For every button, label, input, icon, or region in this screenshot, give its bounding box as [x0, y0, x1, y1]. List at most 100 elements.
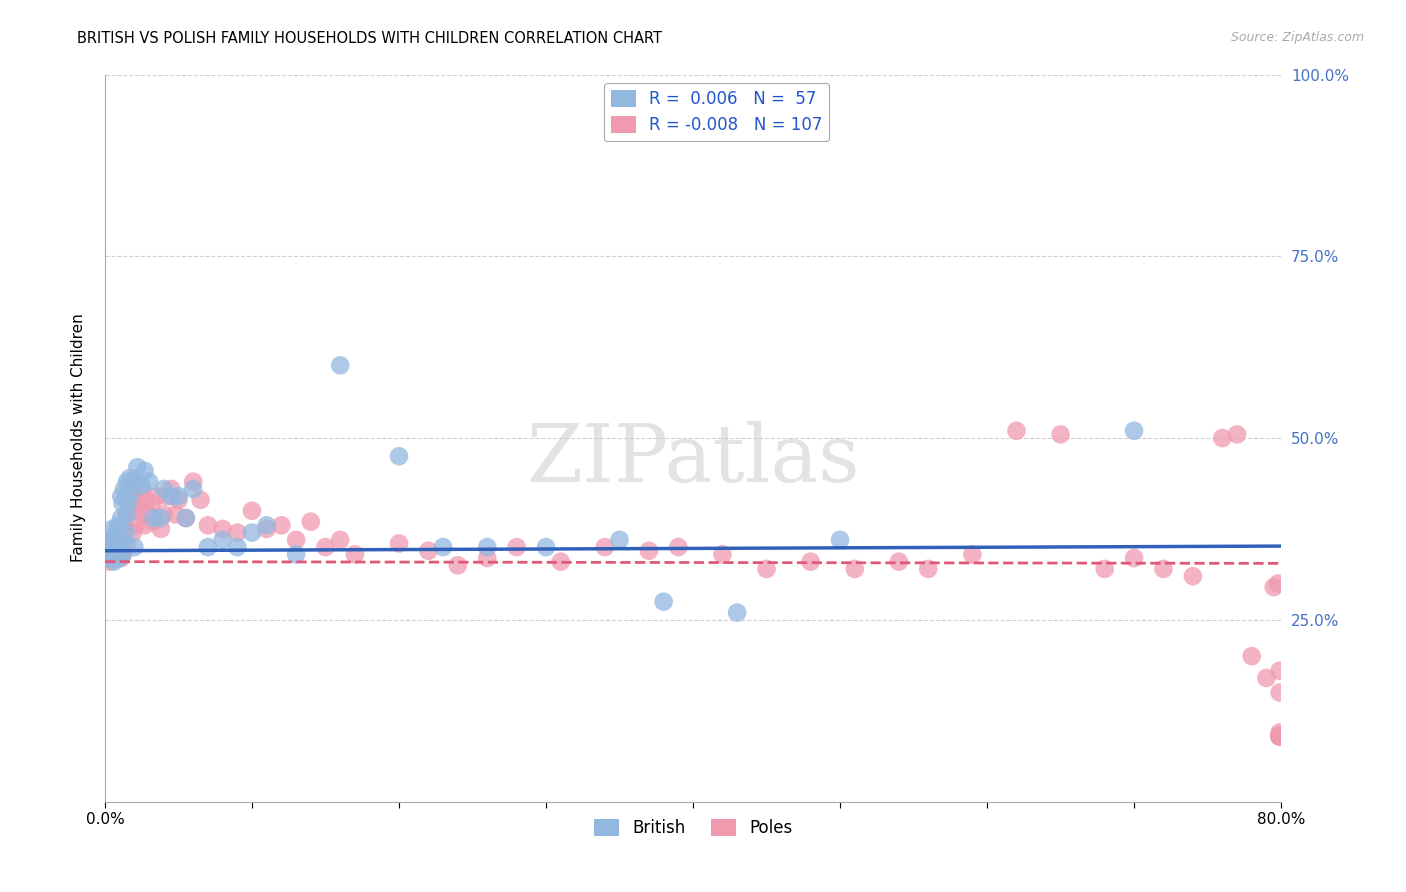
Point — [111, 496, 134, 510]
Point — [725, 606, 748, 620]
Point — [1263, 580, 1285, 594]
Point — [1268, 664, 1291, 678]
Point — [174, 511, 197, 525]
Point — [97, 551, 120, 566]
Point — [110, 489, 132, 503]
Y-axis label: Family Households with Children: Family Households with Children — [72, 314, 86, 563]
Point — [1094, 562, 1116, 576]
Text: ZIPatlas: ZIPatlas — [526, 421, 860, 499]
Point — [828, 533, 851, 547]
Point — [97, 547, 120, 561]
Point — [145, 489, 167, 503]
Point — [124, 540, 146, 554]
Point — [127, 496, 149, 510]
Point — [108, 533, 131, 547]
Point — [142, 515, 165, 529]
Point — [134, 464, 156, 478]
Point — [181, 482, 204, 496]
Point — [134, 518, 156, 533]
Point — [1268, 729, 1291, 743]
Point — [160, 489, 183, 503]
Point — [447, 558, 470, 573]
Point — [107, 551, 129, 566]
Point — [149, 522, 172, 536]
Point — [240, 525, 263, 540]
Point — [165, 508, 187, 522]
Point — [270, 518, 292, 533]
Point — [1005, 424, 1028, 438]
Point — [107, 518, 129, 533]
Point — [138, 475, 160, 489]
Point — [131, 482, 153, 496]
Point — [167, 489, 190, 503]
Point — [167, 492, 190, 507]
Point — [285, 547, 308, 561]
Point — [103, 540, 125, 554]
Point — [98, 536, 121, 550]
Point — [1268, 729, 1291, 743]
Point — [197, 518, 219, 533]
Point — [115, 508, 138, 522]
Point — [141, 496, 163, 510]
Point — [101, 536, 124, 550]
Point — [160, 482, 183, 496]
Point — [1268, 729, 1291, 743]
Point — [103, 533, 125, 547]
Point — [1268, 729, 1291, 743]
Point — [120, 504, 142, 518]
Point — [112, 536, 135, 550]
Point — [138, 508, 160, 522]
Point — [593, 540, 616, 554]
Point — [666, 540, 689, 554]
Point — [1268, 729, 1291, 743]
Point — [197, 540, 219, 554]
Point — [1256, 671, 1278, 685]
Point — [107, 543, 129, 558]
Text: BRITISH VS POLISH FAMILY HOUSEHOLDS WITH CHILDREN CORRELATION CHART: BRITISH VS POLISH FAMILY HOUSEHOLDS WITH… — [77, 31, 662, 46]
Point — [1268, 729, 1291, 743]
Point — [917, 562, 939, 576]
Point — [1268, 729, 1291, 743]
Point — [111, 547, 134, 561]
Point — [299, 515, 322, 529]
Point — [609, 533, 631, 547]
Point — [1181, 569, 1204, 583]
Point — [887, 555, 910, 569]
Point — [152, 482, 174, 496]
Point — [505, 540, 527, 554]
Point — [103, 555, 125, 569]
Point — [110, 525, 132, 540]
Point — [1268, 729, 1291, 743]
Point — [128, 504, 150, 518]
Point — [105, 533, 128, 547]
Point — [755, 562, 778, 576]
Point — [114, 489, 136, 503]
Point — [1123, 424, 1146, 438]
Point — [105, 547, 128, 561]
Point — [101, 551, 124, 566]
Point — [550, 555, 572, 569]
Point — [1240, 649, 1263, 664]
Point — [131, 478, 153, 492]
Point — [418, 543, 440, 558]
Point — [117, 496, 139, 510]
Point — [120, 485, 142, 500]
Point — [256, 518, 278, 533]
Point — [1123, 551, 1146, 566]
Point — [226, 540, 249, 554]
Point — [211, 533, 233, 547]
Point — [118, 471, 141, 485]
Point — [115, 475, 138, 489]
Point — [800, 555, 823, 569]
Point — [174, 511, 197, 525]
Point — [477, 540, 499, 554]
Point — [100, 543, 122, 558]
Point — [638, 543, 661, 558]
Point — [115, 536, 138, 550]
Point — [98, 547, 121, 561]
Point — [107, 536, 129, 550]
Point — [149, 511, 172, 525]
Point — [152, 508, 174, 522]
Point — [104, 551, 127, 566]
Point — [105, 547, 128, 561]
